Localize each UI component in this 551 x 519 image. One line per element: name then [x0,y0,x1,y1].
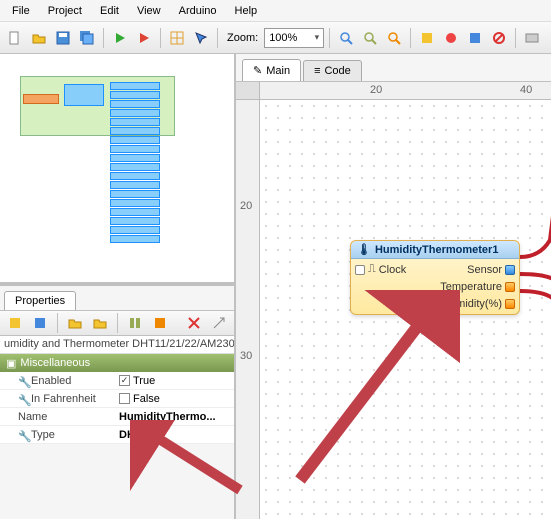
saveall-button[interactable] [76,27,98,49]
menu-bar: File Project Edit View Arduino Help [0,0,551,22]
select-button[interactable] [190,27,212,49]
pencil-icon: ✎ [253,64,262,77]
property-row-name[interactable]: Name HumidityThermo... [0,408,234,426]
zoomout-button[interactable] [359,27,381,49]
tool-a[interactable] [416,27,438,49]
canvas-tabs: ✎ Main ≡ Code [236,54,551,82]
play-button[interactable] [109,27,131,49]
grid-button[interactable] [166,27,188,49]
menu-file[interactable]: File [4,2,38,20]
open-button[interactable] [28,27,50,49]
wrench-icon: 🔧 [18,376,28,386]
tab-main[interactable]: ✎ Main [242,59,301,81]
component-humidity-thermometer[interactable]: 🌡 HumidityThermometer1 ⎍Clock Sensor Tem… [350,240,520,315]
properties-group-header[interactable]: ▣ Miscellaneous [0,354,234,372]
tool-c[interactable] [464,27,486,49]
stop-button[interactable] [133,27,155,49]
port-sensor[interactable] [505,265,515,275]
separator [103,28,104,48]
port-humidity[interactable] [505,299,515,309]
zoom-select[interactable]: 100% [264,28,324,48]
menu-edit[interactable]: Edit [92,2,127,20]
zoomfit-button[interactable] [383,27,405,49]
separator [160,28,161,48]
ruler-horizontal: 20 40 [260,82,551,100]
save-button[interactable] [52,27,74,49]
properties-toolbar [0,310,234,336]
property-row-type[interactable]: 🔧Type DHT21 [0,426,234,444]
tool-d[interactable] [488,27,510,49]
zoomin-button[interactable] [335,27,357,49]
properties-panel: Properties umidity and Thermometer DHT11… [0,286,234,519]
wrench-icon: 🔧 [18,430,28,440]
tool-e[interactable] [521,27,543,49]
prop-tool-1[interactable] [4,312,26,334]
canvas-area[interactable]: 20 40 20 30 🌡 HumidityThermometer [236,82,551,519]
menu-view[interactable]: View [129,2,169,20]
port-temperature[interactable] [505,282,515,292]
prop-tool-8[interactable] [208,312,230,334]
separator [515,28,516,48]
tool-b[interactable] [440,27,462,49]
prop-tool-2[interactable] [29,312,51,334]
checkbox-icon[interactable]: ✓ [119,375,130,386]
port-clock[interactable] [355,265,365,275]
property-row-fahrenheit[interactable]: 🔧In Fahrenheit False [0,390,234,408]
thermometer-icon: 🌡 [357,243,371,256]
prop-tool-4[interactable] [89,312,111,334]
menu-arduino[interactable]: Arduino [171,2,225,20]
prop-tool-5[interactable] [124,312,146,334]
component-title: HumidityThermometer1 [375,244,498,256]
separator [329,28,330,48]
overview-panel[interactable] [0,54,234,286]
menu-project[interactable]: Project [40,2,90,20]
tab-code[interactable]: ≡ Code [303,60,362,81]
properties-title: umidity and Thermometer DHT11/21/22/AM23… [0,336,234,354]
toolbar: Zoom: 100% [0,22,551,54]
code-icon: ≡ [314,65,320,77]
prop-tool-3[interactable] [64,312,86,334]
wrench-icon: 🔧 [18,394,28,404]
prop-tool-6[interactable] [149,312,171,334]
new-button[interactable] [4,27,26,49]
separator [217,28,218,48]
checkbox-icon[interactable] [119,393,130,404]
ruler-vertical: 20 30 [236,100,260,519]
collapse-icon: ▣ [6,357,16,370]
menu-help[interactable]: Help [227,2,266,20]
zoom-label: Zoom: [227,32,258,44]
properties-tab[interactable]: Properties [4,291,76,310]
prop-tool-7[interactable] [183,312,205,334]
separator [410,28,411,48]
property-row-enabled[interactable]: 🔧Enabled ✓True [0,372,234,390]
